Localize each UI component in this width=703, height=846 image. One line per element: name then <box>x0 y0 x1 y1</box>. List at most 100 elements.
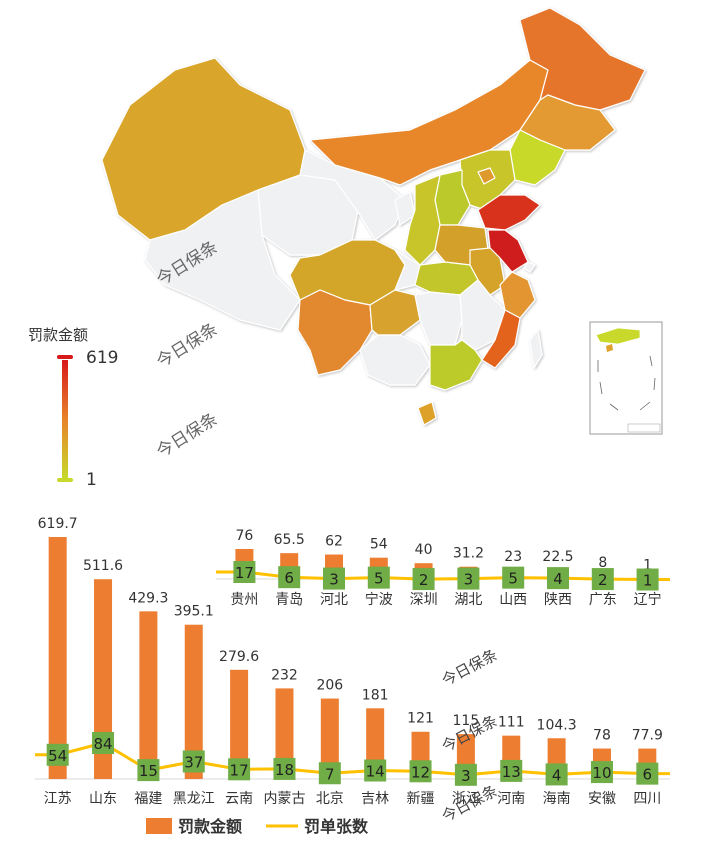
count-label: 6 <box>284 569 294 587</box>
region-liaoning[interactable] <box>509 129 566 186</box>
count-badge[interactable] <box>591 568 614 591</box>
count-label: 17 <box>230 761 249 779</box>
region-shaanxi[interactable] <box>404 174 441 266</box>
count-badge[interactable] <box>278 566 301 589</box>
visual-map-title: 罚款金额 <box>28 326 88 344</box>
count-label: 15 <box>139 762 158 780</box>
bar-value-label: 104.3 <box>537 717 577 733</box>
count-label: 5 <box>508 570 518 588</box>
count-badge[interactable] <box>318 762 341 785</box>
count-badge[interactable] <box>454 763 477 786</box>
visual-map-max: 619 <box>86 348 118 368</box>
watermark-3: 今日保条 <box>153 409 221 462</box>
bottom-bar-chart: 619.7江苏511.6山东429.3福建395.1黑龙江279.6云南232内… <box>34 516 671 807</box>
region-fujian[interactable] <box>481 309 521 369</box>
count-badge[interactable] <box>409 760 432 783</box>
bar-北京[interactable] <box>320 698 339 779</box>
count-label: 5 <box>374 570 384 588</box>
count-badge[interactable] <box>500 759 523 782</box>
bar-value-label: 111 <box>498 715 525 731</box>
bar-value-label: 65.5 <box>274 532 305 548</box>
count-label: 3 <box>464 571 474 589</box>
bar-江苏[interactable] <box>48 537 67 779</box>
bar-黑龙江[interactable] <box>184 624 203 779</box>
bar-value-label: 62 <box>325 534 343 550</box>
count-label: 10 <box>592 764 611 782</box>
bar-内蒙古[interactable] <box>275 688 294 779</box>
count-label: 84 <box>93 735 112 753</box>
count-badge[interactable] <box>636 568 659 591</box>
region-guangdong[interactable] <box>429 339 483 391</box>
count-badge[interactable] <box>636 762 659 785</box>
bar-value-label: 77.9 <box>632 728 663 744</box>
count-badge[interactable] <box>233 561 256 583</box>
count-badge[interactable] <box>502 566 525 589</box>
category-label: 海南 <box>543 791 571 807</box>
bar-value-label: 22.5 <box>542 549 573 565</box>
region-shanghai[interactable] <box>523 261 536 273</box>
bar-value-label: 232 <box>271 667 298 683</box>
region-beijing[interactable] <box>477 167 496 185</box>
bar-value-label: 619.7 <box>38 516 78 532</box>
category-label: 山东 <box>89 791 117 807</box>
count-badge[interactable] <box>137 759 160 782</box>
count-badge[interactable] <box>323 567 345 590</box>
south-china-sea-inset <box>589 321 663 435</box>
count-label: 18 <box>275 761 294 779</box>
region-guangxi[interactable] <box>359 334 431 386</box>
count-label: 4 <box>553 570 563 588</box>
bar-value-label: 121 <box>407 711 434 727</box>
count-badge[interactable] <box>92 732 115 754</box>
region-guizhou[interactable] <box>369 289 421 336</box>
count-badge[interactable] <box>590 761 613 784</box>
count-badge[interactable] <box>412 568 435 591</box>
bar-value-label: 429.3 <box>128 590 168 606</box>
visual-map: 罚款金额 619 1 <box>28 326 118 490</box>
region-hunan[interactable] <box>414 291 463 346</box>
bar-value-label: 511.6 <box>83 558 123 574</box>
count-label: 37 <box>184 753 203 771</box>
region-shandong[interactable] <box>477 194 541 231</box>
bar-云南[interactable] <box>230 669 249 779</box>
count-badge[interactable] <box>182 750 205 773</box>
region-yunnan[interactable] <box>297 289 373 376</box>
category-label: 新疆 <box>407 791 435 807</box>
region-chongqing[interactable] <box>394 249 421 291</box>
count-badge[interactable] <box>367 566 390 589</box>
count-badge[interactable] <box>228 758 251 781</box>
category-label: 宁波 <box>365 591 393 608</box>
category-label: 云南 <box>225 791 253 807</box>
count-badge[interactable] <box>545 763 568 786</box>
count-label: 7 <box>325 765 335 783</box>
count-label: 12 <box>411 763 430 781</box>
bar-value-label: 23 <box>504 549 522 565</box>
bar-value-label: 40 <box>415 542 433 558</box>
legend-swatch-bar[interactable] <box>146 818 172 834</box>
region-taiwan[interactable] <box>529 329 543 369</box>
bar-value-label: 206 <box>316 678 343 694</box>
visual-map-gradient[interactable] <box>62 360 68 478</box>
legend-label-bar[interactable]: 罚款金额 <box>178 817 242 836</box>
count-label: 3 <box>461 767 471 785</box>
count-badge[interactable] <box>457 567 480 590</box>
china-map <box>101 7 646 426</box>
bar-山东[interactable] <box>94 579 113 779</box>
category-label: 湖北 <box>454 592 482 608</box>
category-label: 安徽 <box>588 791 616 807</box>
bar-福建[interactable] <box>139 611 158 779</box>
top-bar-chart: 76贵州65.5青岛62河北54宁波40深圳31.2湖北23山西22.5陕西8广… <box>216 528 671 608</box>
visual-map-handle-bottom[interactable] <box>57 478 73 482</box>
visual-map-handle-top[interactable] <box>57 355 73 359</box>
count-badge[interactable] <box>364 759 387 782</box>
category-label: 黑龙江 <box>173 791 215 807</box>
inset-island <box>606 344 613 352</box>
count-badge[interactable] <box>547 567 569 590</box>
count-badge[interactable] <box>273 757 296 780</box>
visual-map-min: 1 <box>86 470 97 490</box>
watermark-2: 今日保条 <box>153 319 221 372</box>
region-hainan[interactable] <box>417 401 437 426</box>
legend-label-line[interactable]: 罚单张数 <box>304 817 369 836</box>
count-badge[interactable] <box>46 743 69 766</box>
category-label: 河北 <box>320 592 348 608</box>
bar-value-label: 8 <box>598 555 607 571</box>
